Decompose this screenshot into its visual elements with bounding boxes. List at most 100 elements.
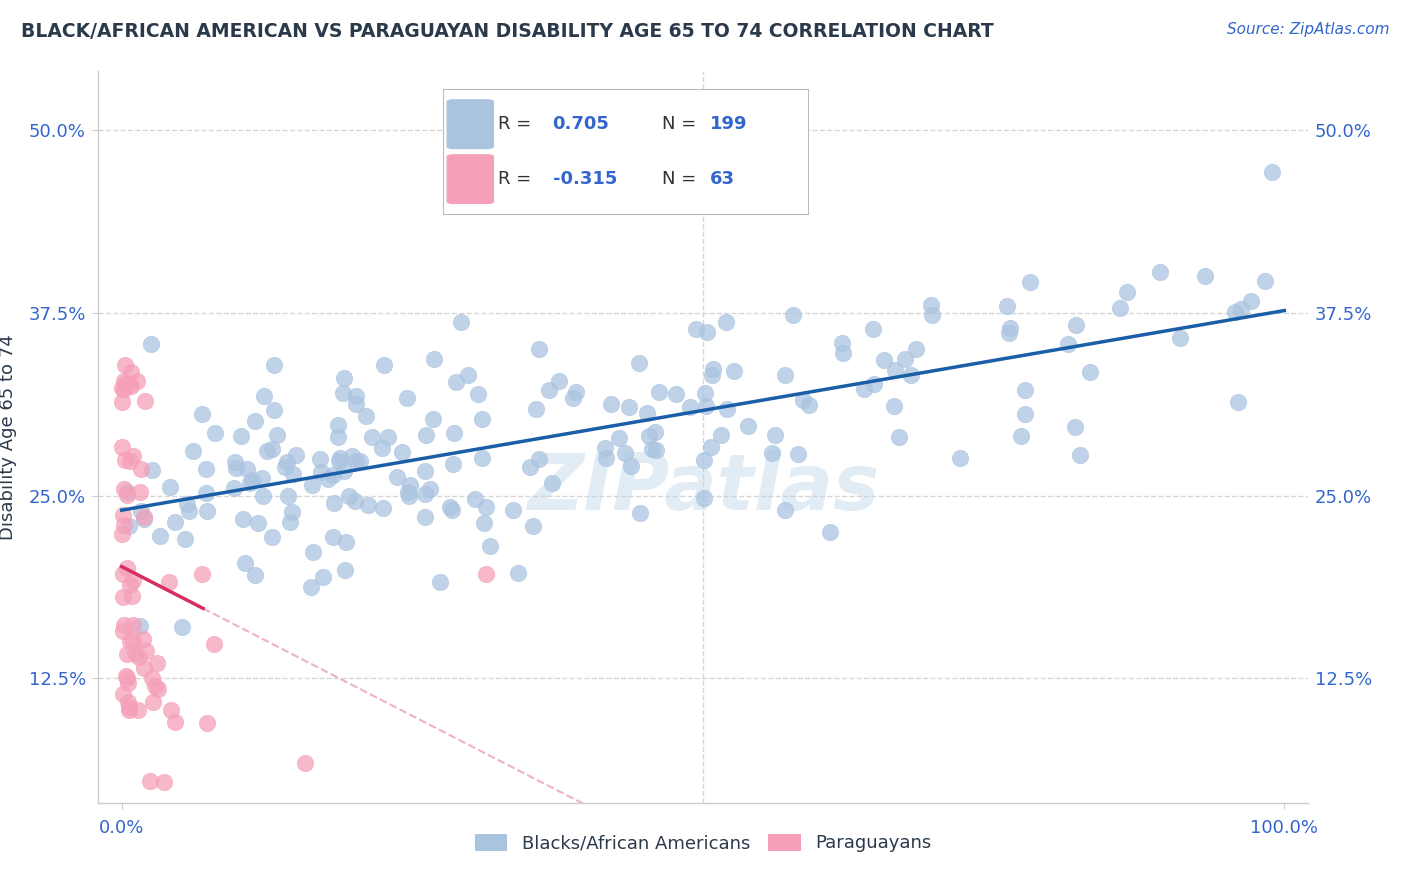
Point xyxy=(1254,275,1277,289)
Point xyxy=(620,458,643,473)
Point xyxy=(316,472,339,486)
Point xyxy=(349,454,371,468)
Point xyxy=(240,473,263,487)
Point xyxy=(371,442,394,456)
Point xyxy=(148,528,170,542)
Point xyxy=(252,470,274,484)
Point xyxy=(141,671,163,685)
Point xyxy=(398,478,420,492)
Point xyxy=(524,401,547,416)
Point xyxy=(114,358,136,372)
Point xyxy=(115,669,138,683)
Point xyxy=(775,503,797,517)
Point xyxy=(112,482,135,496)
Point xyxy=(260,530,283,544)
Point xyxy=(723,364,745,378)
Point xyxy=(464,491,486,506)
Point xyxy=(232,512,254,526)
Point xyxy=(139,337,162,351)
Point xyxy=(159,480,181,494)
Point xyxy=(239,476,262,491)
Point xyxy=(312,569,335,583)
Point xyxy=(921,309,943,323)
Point xyxy=(322,496,344,510)
Point xyxy=(225,460,247,475)
Point xyxy=(191,407,214,421)
Point xyxy=(648,384,671,399)
Point xyxy=(889,430,911,444)
Point xyxy=(328,454,350,468)
Point xyxy=(617,400,640,414)
Point xyxy=(710,428,733,442)
Point xyxy=(995,299,1018,313)
Point xyxy=(763,428,786,442)
Text: R =: R = xyxy=(498,115,531,133)
Point xyxy=(693,385,716,400)
Point xyxy=(243,414,266,428)
Point xyxy=(527,452,550,467)
Point xyxy=(329,450,352,465)
Point xyxy=(322,530,344,544)
Text: R =: R = xyxy=(498,170,531,188)
Point xyxy=(139,774,162,789)
Point xyxy=(357,498,380,512)
Point xyxy=(246,516,269,530)
Point xyxy=(328,430,350,444)
Point xyxy=(471,411,494,425)
Point xyxy=(129,462,152,476)
Point xyxy=(443,425,465,440)
Point xyxy=(422,412,444,426)
Point xyxy=(695,399,717,413)
Point xyxy=(1223,305,1246,319)
Point xyxy=(181,444,204,458)
Point xyxy=(122,633,145,648)
Point xyxy=(920,298,942,312)
Point xyxy=(506,566,529,580)
Point xyxy=(260,442,283,457)
Point xyxy=(335,564,357,578)
Point xyxy=(276,455,298,469)
Point xyxy=(360,430,382,444)
Point xyxy=(1080,365,1102,379)
Point xyxy=(479,539,502,553)
Point xyxy=(419,482,441,496)
Point xyxy=(112,624,135,639)
Point xyxy=(233,557,256,571)
Point xyxy=(862,322,884,336)
Point xyxy=(112,374,135,388)
Point xyxy=(450,315,472,329)
Point xyxy=(665,387,688,401)
Point xyxy=(737,418,759,433)
Point xyxy=(645,442,668,457)
Point xyxy=(129,618,152,632)
Point xyxy=(1069,448,1091,462)
Point xyxy=(115,561,138,575)
Point xyxy=(111,508,134,522)
Point xyxy=(129,485,152,500)
Point xyxy=(118,703,141,717)
Point xyxy=(132,632,155,647)
Point xyxy=(135,644,157,658)
Point xyxy=(1018,276,1040,290)
Point xyxy=(444,376,467,390)
Point xyxy=(373,358,395,372)
Point xyxy=(693,491,716,506)
Point xyxy=(628,506,651,520)
Point xyxy=(467,387,489,401)
Point xyxy=(117,518,139,533)
Point xyxy=(863,376,886,391)
Point xyxy=(120,634,142,648)
Point xyxy=(595,451,617,466)
Point xyxy=(949,451,972,466)
Text: Source: ZipAtlas.com: Source: ZipAtlas.com xyxy=(1226,22,1389,37)
Point xyxy=(831,346,853,360)
Point xyxy=(1168,331,1191,345)
Point xyxy=(132,510,155,524)
Point xyxy=(644,425,666,439)
Point xyxy=(122,449,145,463)
Point xyxy=(277,489,299,503)
Point xyxy=(702,362,724,376)
Point xyxy=(471,450,494,465)
Point xyxy=(377,430,399,444)
Point xyxy=(121,589,143,603)
